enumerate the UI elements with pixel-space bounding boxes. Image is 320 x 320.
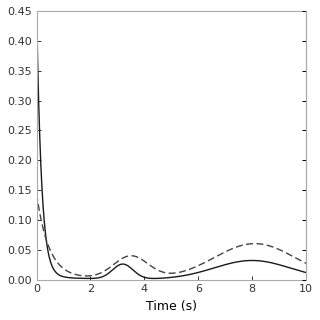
X-axis label: Time (s): Time (s) bbox=[146, 300, 197, 313]
